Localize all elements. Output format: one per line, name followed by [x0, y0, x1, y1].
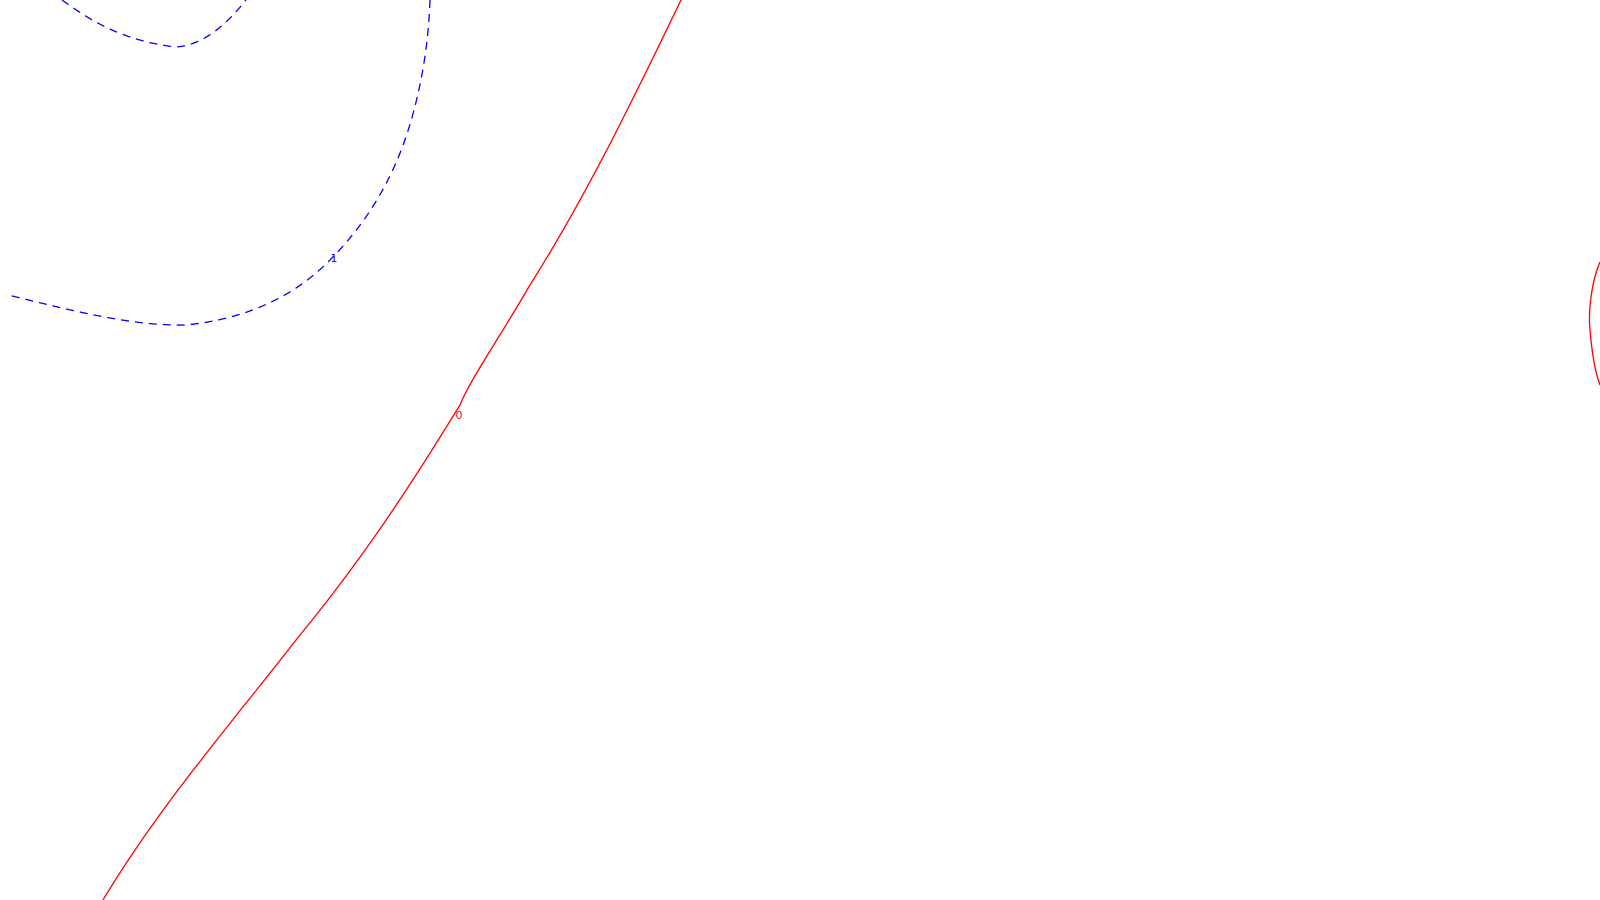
- contour-line-1-main: [7, 0, 431, 326]
- contour-line-1-top: [61, 0, 247, 48]
- contour-line-0-right-edge: [1588, 261, 1600, 386]
- contour-label-0: 0: [456, 409, 463, 422]
- contour-label-1: 1: [331, 252, 338, 265]
- contour-line-0-main: [102, 0, 682, 900]
